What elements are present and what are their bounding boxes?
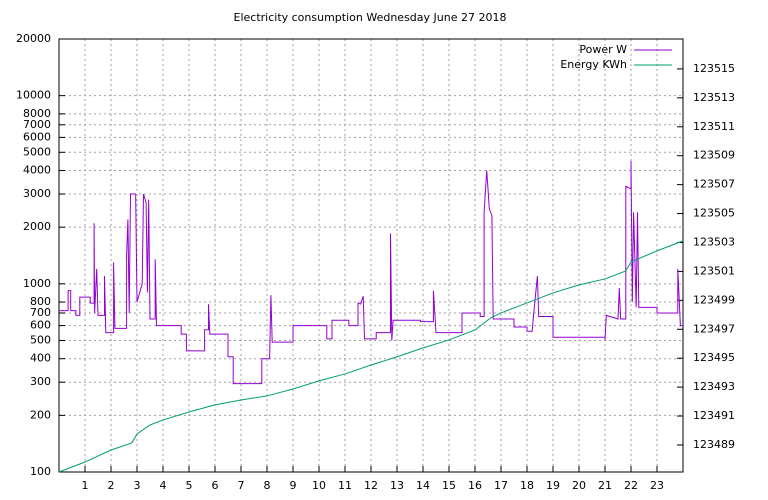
x-tick-label: 8 xyxy=(264,479,271,492)
y-tick-label: 6000 xyxy=(23,130,51,143)
y2-tick-label: 123493 xyxy=(693,380,735,393)
y-tick-label: 200 xyxy=(30,408,51,421)
y2-tick-label: 123513 xyxy=(693,91,735,104)
y-tick-label: 8000 xyxy=(23,107,51,120)
x-tick-label: 22 xyxy=(624,479,638,492)
y2-tick-label: 123511 xyxy=(693,120,735,133)
x-tick-label: 20 xyxy=(572,479,586,492)
x-tick-label: 6 xyxy=(212,479,219,492)
y-tick-label: 700 xyxy=(30,306,51,319)
x-tick-label: 14 xyxy=(416,479,430,492)
x-tick-label: 19 xyxy=(546,479,560,492)
y-tick-label: 3000 xyxy=(23,187,51,200)
x-tick-label: 10 xyxy=(312,479,326,492)
x-tick-label: 9 xyxy=(290,479,297,492)
y-tick-label: 5000 xyxy=(23,145,51,158)
x-tick-label: 16 xyxy=(468,479,482,492)
y-tick-label: 7000 xyxy=(23,118,51,131)
y2-tick-label: 123489 xyxy=(693,438,735,451)
y2-tick-label: 123515 xyxy=(693,62,735,75)
y-tick-label: 4000 xyxy=(23,164,51,177)
y2-tick-label: 123495 xyxy=(693,351,735,364)
y-tick-label: 100 xyxy=(30,465,51,478)
x-tick-label: 12 xyxy=(364,479,378,492)
y2-tick-label: 123509 xyxy=(693,149,735,162)
y-tick-label: 20000 xyxy=(16,32,51,45)
y-tick-label: 500 xyxy=(30,333,51,346)
x-tick-label: 5 xyxy=(186,479,193,492)
data-line xyxy=(59,160,683,385)
y2-tick-label: 123497 xyxy=(693,322,735,335)
x-tick-label: 4 xyxy=(160,479,167,492)
y2-tick-label: 123507 xyxy=(693,178,735,191)
y2-tick-label: 123491 xyxy=(693,409,735,422)
y-tick-label: 800 xyxy=(30,295,51,308)
legend-label: Energy KWh xyxy=(560,58,627,71)
x-tick-label: 11 xyxy=(338,479,352,492)
data-line xyxy=(58,240,684,473)
x-tick-label: 1 xyxy=(82,479,89,492)
x-tick-label: 18 xyxy=(520,479,534,492)
x-tick-label: 2 xyxy=(108,479,115,492)
y2-tick-label: 123499 xyxy=(693,293,735,306)
x-tick-label: 17 xyxy=(494,479,508,492)
x-tick-label: 3 xyxy=(134,479,141,492)
y-tick-label: 1000 xyxy=(23,277,51,290)
x-tick-label: 23 xyxy=(650,479,664,492)
y2-tick-label: 123503 xyxy=(693,235,735,248)
y-tick-label: 300 xyxy=(30,375,51,388)
x-tick-label: 21 xyxy=(598,479,612,492)
y-tick-label: 2000 xyxy=(23,220,51,233)
y-tick-label: 10000 xyxy=(16,89,51,102)
legend-label: Power W xyxy=(579,43,627,56)
chart-title: Electricity consumption Wednesday June 2… xyxy=(234,11,507,24)
y2-tick-label: 123501 xyxy=(693,264,735,277)
y-tick-label: 600 xyxy=(30,319,51,332)
x-tick-label: 7 xyxy=(238,479,245,492)
x-tick-label: 13 xyxy=(390,479,404,492)
y2-tick-label: 123505 xyxy=(693,207,735,220)
x-tick-label: 15 xyxy=(442,479,456,492)
y-tick-label: 400 xyxy=(30,352,51,365)
plot-border xyxy=(58,38,684,473)
